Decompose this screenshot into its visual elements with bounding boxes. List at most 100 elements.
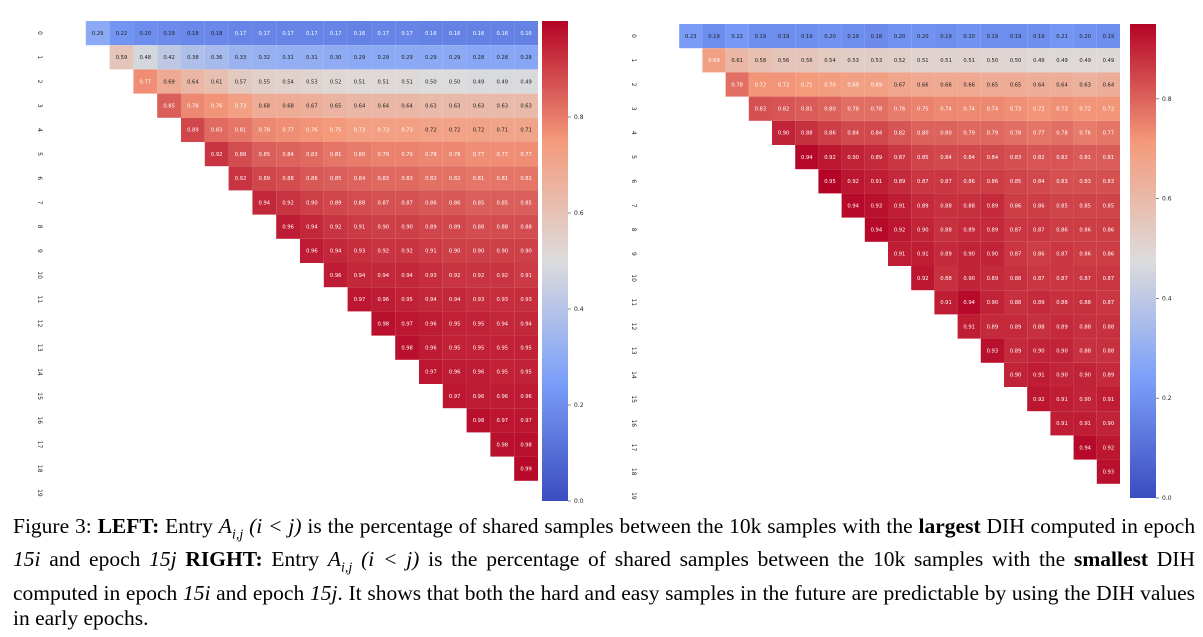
cell-value-label: 0.83 bbox=[378, 176, 390, 182]
cell-value-label: 0.91 bbox=[940, 300, 952, 306]
heatmap-cell bbox=[725, 24, 749, 49]
cell-value-label: 0.94 bbox=[847, 203, 859, 209]
cell-value-label: 0.29 bbox=[425, 55, 437, 61]
cell-value-label: 0.77 bbox=[473, 152, 485, 158]
cell-value-label: 0.97 bbox=[425, 370, 437, 376]
heatmap-cell bbox=[395, 190, 419, 215]
cell-value-label: 0.29 bbox=[378, 55, 390, 61]
heatmap-cell bbox=[323, 45, 348, 70]
colorbar-tick-label: 0.8 bbox=[1162, 96, 1172, 103]
heatmap-cell bbox=[888, 48, 912, 73]
heatmap-cell bbox=[1050, 120, 1074, 145]
heatmap-cell bbox=[1096, 362, 1120, 387]
heatmap-cell bbox=[818, 48, 842, 73]
cell-value-label: 0.93 bbox=[871, 203, 883, 209]
heatmap-cell bbox=[1096, 435, 1120, 460]
cell-value-label: 0.71 bbox=[801, 82, 813, 88]
heatmap-cell bbox=[818, 169, 842, 194]
colorbar bbox=[542, 21, 568, 501]
cell-value-label: 0.90 bbox=[473, 249, 485, 255]
cell-value-label: 0.91 bbox=[1056, 421, 1068, 427]
cell-value-label: 0.86 bbox=[1033, 203, 1045, 209]
heatmap-cell bbox=[911, 241, 935, 266]
caption-math: (i < j) bbox=[249, 514, 302, 538]
heatmap-cell bbox=[514, 408, 538, 433]
cell-value-label: 0.19 bbox=[708, 34, 720, 40]
cell-value-label: 0.93 bbox=[1103, 470, 1115, 476]
cell-value-label: 0.67 bbox=[306, 104, 318, 110]
cell-value-label: 0.96 bbox=[282, 225, 294, 231]
heatmap-cell bbox=[442, 335, 467, 360]
cell-value-label: 0.90 bbox=[1010, 373, 1022, 379]
heatmap-cell bbox=[300, 214, 324, 239]
heatmap-cell bbox=[1027, 387, 1051, 412]
heatmap-cell bbox=[1004, 362, 1028, 387]
heatmap-cell bbox=[864, 72, 888, 97]
y-tick-label: 12 bbox=[36, 320, 43, 328]
cell-value-label: 0.85 bbox=[1056, 203, 1068, 209]
heatmap-cell bbox=[466, 263, 491, 288]
cell-value-label: 0.72 bbox=[449, 128, 461, 134]
heatmap-cell bbox=[1096, 217, 1120, 242]
cell-value-label: 0.73 bbox=[401, 128, 413, 134]
cell-value-label: 0.85 bbox=[497, 200, 509, 206]
heatmap-cell bbox=[934, 290, 958, 315]
heatmap-cell bbox=[1073, 362, 1097, 387]
heatmap-cell bbox=[514, 190, 538, 215]
cell-value-label: 0.95 bbox=[520, 370, 532, 376]
heatmap-cell bbox=[323, 214, 348, 239]
cell-value-label: 0.92 bbox=[1033, 397, 1045, 403]
heatmap-cell bbox=[1096, 24, 1120, 49]
cell-value-label: 0.97 bbox=[354, 297, 366, 303]
heatmap-cell bbox=[1050, 387, 1074, 412]
heatmap-cell bbox=[748, 96, 772, 121]
cell-value-label: 0.91 bbox=[917, 252, 929, 258]
cell-value-label: 0.86 bbox=[1103, 252, 1115, 258]
heatmap-cell bbox=[1073, 96, 1097, 121]
cell-value-label: 0.64 bbox=[1033, 82, 1045, 88]
heatmap-cell bbox=[442, 287, 467, 312]
cell-value-label: 0.88 bbox=[1079, 300, 1091, 306]
cell-value-label: 0.74 bbox=[963, 107, 975, 113]
cell-value-label: 0.79 bbox=[963, 131, 975, 137]
heatmap-cell bbox=[1004, 48, 1028, 73]
cell-value-label: 0.50 bbox=[425, 79, 437, 85]
cell-value-label: 0.87 bbox=[1103, 300, 1115, 306]
cell-value-label: 0.73 bbox=[378, 128, 390, 134]
heatmap-cell bbox=[841, 120, 865, 145]
heatmap-cell bbox=[957, 24, 981, 49]
cell-value-label: 0.67 bbox=[894, 82, 906, 88]
cell-value-label: 0.72 bbox=[1079, 107, 1091, 113]
y-tick-label: 14 bbox=[630, 371, 637, 379]
heatmap-cell bbox=[514, 93, 538, 118]
caption-math: 15j bbox=[149, 547, 177, 572]
cell-value-label: 0.96 bbox=[473, 370, 485, 376]
cell-value-label: 0.95 bbox=[473, 346, 485, 352]
cell-value-label: 0.82 bbox=[1056, 155, 1068, 161]
cell-value-label: 0.49 bbox=[1056, 58, 1068, 64]
colorbar-tick-label: 0.2 bbox=[1162, 395, 1172, 402]
cell-value-label: 0.74 bbox=[987, 107, 999, 113]
heatmap-cell bbox=[490, 263, 515, 288]
cell-value-label: 0.79 bbox=[987, 131, 999, 137]
cell-value-label: 0.90 bbox=[1079, 397, 1091, 403]
heatmap-cell bbox=[980, 266, 1004, 291]
heatmap-cell bbox=[442, 93, 467, 118]
heatmap-cell bbox=[395, 214, 419, 239]
cell-value-label: 0.19 bbox=[940, 34, 952, 40]
heatmap-cell bbox=[300, 45, 324, 70]
heatmap-cell bbox=[864, 217, 888, 242]
cell-value-label: 0.90 bbox=[987, 300, 999, 306]
heatmap-cell bbox=[1027, 120, 1051, 145]
cell-value-label: 0.94 bbox=[425, 297, 437, 303]
cell-value-label: 0.17 bbox=[330, 31, 342, 37]
heatmap-cell bbox=[934, 72, 958, 97]
colorbar-tick-label: 0.2 bbox=[574, 402, 584, 409]
cell-value-label: 0.18 bbox=[187, 31, 199, 37]
cell-value-label: 0.18 bbox=[211, 31, 223, 37]
cell-value-label: 0.17 bbox=[235, 31, 247, 37]
heatmap-cell bbox=[395, 117, 419, 142]
heatmap-cell bbox=[911, 193, 935, 218]
cell-value-label: 0.93 bbox=[987, 349, 999, 355]
heatmap-cell bbox=[957, 96, 981, 121]
